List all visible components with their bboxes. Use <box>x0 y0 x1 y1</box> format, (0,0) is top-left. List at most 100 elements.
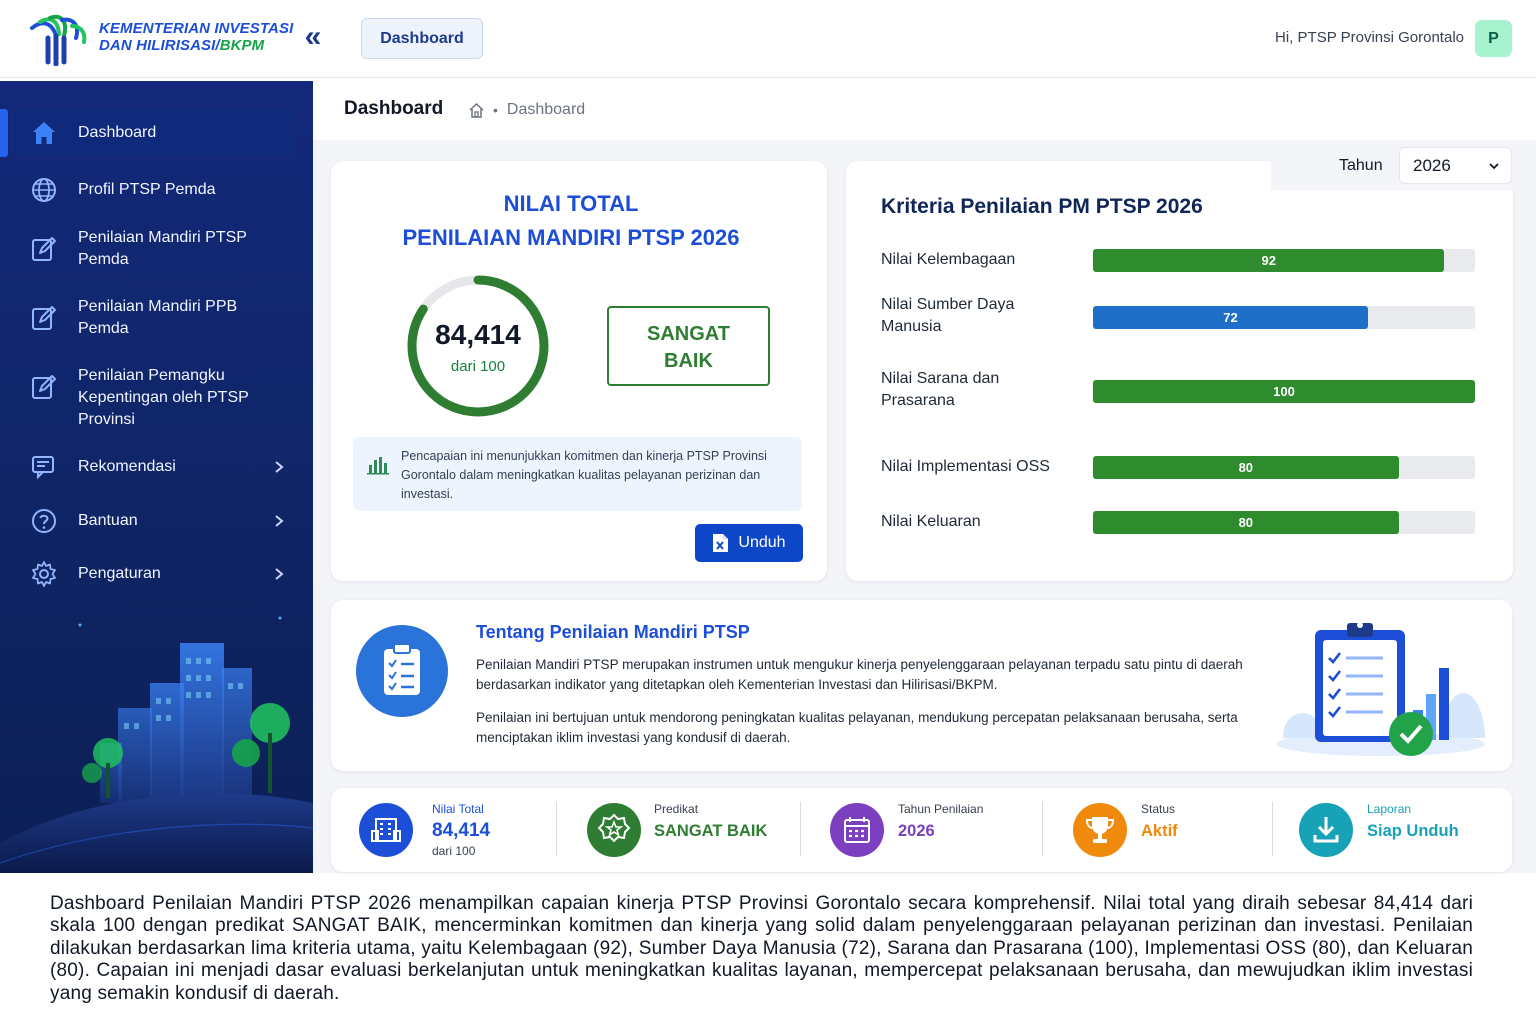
dashboard-summary-text: Dashboard Penilaian Mandiri PTSP 2026 me… <box>50 893 1473 1004</box>
ministry-name-line2-a: DAN HILIRISASI/ <box>99 37 220 54</box>
about-card: Tentang Penilaian Mandiri PTSP Penilaian… <box>331 600 1512 771</box>
criteria-label: Nilai Sarana dan Prasarana <box>881 370 1000 409</box>
stat-value: Aktif <box>1141 822 1178 840</box>
chevron-right-icon <box>275 568 284 580</box>
criteria-bar-value: 72 <box>1223 310 1238 325</box>
criteria-bar-value: 80 <box>1238 460 1254 475</box>
city-illustration <box>0 616 313 873</box>
bar-chart-icon <box>367 457 389 475</box>
sidebar-item-label: Penilaian Pemangku Kepentingan oleh PTSP… <box>78 367 249 428</box>
stat-predikat: Predikat SANGAT BAIK <box>587 788 797 872</box>
score-gauge-arc <box>407 275 549 417</box>
score-gauge <box>407 275 549 417</box>
year-select-value: 2026 <box>1413 156 1451 175</box>
criteria-label: Nilai Implementasi OSS <box>881 458 1050 475</box>
edit-icon <box>32 375 56 399</box>
criteria-label: Nilai Sumber Daya Manusia <box>881 296 1015 335</box>
stat-caption: Laporan <box>1367 802 1412 816</box>
chevron-right-icon <box>275 461 284 473</box>
sidebar-item-pemangku-kepentingan[interactable]: Penilaian Pemangku Kepentingan oleh PTSP… <box>12 363 294 433</box>
predikat-badge: SANGAT BAIK <box>607 306 770 386</box>
page-header: Dashboard • Dashboard <box>313 79 1536 140</box>
criteria-bar: 92 <box>1093 249 1445 272</box>
globe-icon <box>32 178 56 202</box>
sidebar-item-rekomendasi[interactable]: Rekomendasi <box>12 452 294 482</box>
user-greeting: Hi, PTSP Provinsi Gorontalo <box>1275 29 1464 46</box>
criteria-bar-track: 72 <box>1093 306 1475 329</box>
divider <box>800 802 801 856</box>
year-label: Tahun <box>1339 157 1383 174</box>
criteria-bar: 100 <box>1093 380 1475 403</box>
sidebar-item-profil[interactable]: Profil PTSP Pemda <box>12 175 294 205</box>
gear-icon <box>32 561 56 587</box>
criteria-label: Nilai Kelembagaan <box>881 251 1016 268</box>
help-icon <box>32 509 56 533</box>
main-content: Dashboard • Dashboard NILAI TOTAL PENILA… <box>313 79 1536 873</box>
badge-star-icon <box>587 803 641 857</box>
stat-value: Siap Unduh <box>1367 822 1459 840</box>
sidebar-item-label: Dashboard <box>78 124 157 141</box>
achievement-info-box: Pencapaian ini menunjukkan komitmen dan … <box>353 437 802 511</box>
year-select[interactable]: 2026 <box>1399 147 1512 184</box>
tab-dashboard[interactable]: Dashboard <box>361 18 483 59</box>
stat-laporan[interactable]: Laporan Siap Unduh <box>1299 788 1499 872</box>
edit-icon <box>32 237 56 261</box>
criteria-label: Nilai Keluaran <box>881 513 981 530</box>
score-card-title-line2: PENILAIAN MANDIRI PTSP 2026 <box>402 225 740 250</box>
home-icon <box>33 122 55 144</box>
score-card-title: NILAI TOTAL PENILAIAN MANDIRI PTSP 2026 <box>331 187 811 255</box>
home-icon[interactable] <box>468 102 485 119</box>
ministry-logo <box>30 14 87 66</box>
clipboard-icon-circle <box>356 625 448 717</box>
stat-value: 2026 <box>898 822 935 840</box>
criteria-bar: 80 <box>1093 511 1399 534</box>
score-scale: dari 100 <box>450 358 506 375</box>
breadcrumb: • Dashboard <box>468 101 585 119</box>
criteria-card: Kriteria Penilaian PM PTSP 2026 Nilai Ke… <box>846 161 1513 581</box>
page-title: Dashboard <box>344 98 444 119</box>
predikat-line1: SANGAT <box>647 323 730 345</box>
clipboard-icon <box>384 643 420 695</box>
stat-status: Status Aktif <box>1073 788 1273 872</box>
breadcrumb-separator: • <box>493 102 498 118</box>
score-card-title-line1: NILAI TOTAL <box>503 191 639 216</box>
sidebar-item-label: Penilaian Mandiri PPB Pemda <box>78 298 238 337</box>
sidebar-item-penilaian-ptsp[interactable]: Penilaian Mandiri PTSP Pemda <box>12 225 294 273</box>
criteria-bar-value: 100 <box>1273 384 1295 399</box>
sidebar-item-label: Penilaian Mandiri PTSP Pemda <box>78 229 247 268</box>
download-button-label: Unduh <box>738 534 786 551</box>
criteria-bar-track: 80 <box>1093 511 1475 534</box>
stat-nilai-total: Nilai Total 84,414 dari 100 <box>359 788 569 872</box>
avatar[interactable]: P <box>1475 20 1512 57</box>
achievement-info-text: Pencapaian ini menunjukkan komitmen dan … <box>401 449 767 501</box>
download-button[interactable]: Unduh <box>695 524 803 562</box>
stat-tahun-penilaian: Tahun Penilaian 2026 <box>830 788 1040 872</box>
sidebar-item-penilaian-ppb[interactable]: Penilaian Mandiri PPB Pemda <box>12 294 294 342</box>
stat-caption: Nilai Total <box>432 802 484 816</box>
about-title: Tentang Penilaian Mandiri PTSP <box>476 622 750 642</box>
sidebar-item-dashboard[interactable]: Dashboard <box>12 109 294 157</box>
stat-value: SANGAT BAIK <box>654 822 768 840</box>
calendar-icon <box>830 803 884 857</box>
about-paragraph-1: Penilaian Mandiri PTSP merupakan instrum… <box>476 657 1243 692</box>
checklist-illustration <box>1277 622 1485 756</box>
about-paragraph-2: Penilaian ini bertujuan untuk mendorong … <box>476 710 1238 745</box>
score-value: 84,414 <box>435 319 521 350</box>
excel-file-icon <box>713 534 729 552</box>
ministry-name: KEMENTERIAN INVESTASI DAN HILIRISASI/BKP… <box>99 20 293 54</box>
criteria-bar-track: 92 <box>1093 249 1475 272</box>
active-indicator <box>0 109 8 157</box>
ministry-name-line1: KEMENTERIAN INVESTASI <box>99 20 294 37</box>
stat-caption: Tahun Penilaian <box>898 802 984 816</box>
chat-icon <box>32 456 54 480</box>
sidebar-collapse-button[interactable]: « <box>304 20 322 53</box>
sidebar-item-bantuan[interactable]: Bantuan <box>12 506 294 536</box>
stat-caption: Predikat <box>654 802 699 816</box>
criteria-bar-value: 92 <box>1261 253 1276 268</box>
sidebar-item-pengaturan[interactable]: Pengaturan <box>12 559 294 589</box>
criteria-bar: 80 <box>1093 456 1399 479</box>
trophy-icon <box>1073 803 1127 857</box>
criteria-bar-track: 100 <box>1093 380 1475 403</box>
criteria-bar: 72 <box>1093 306 1369 329</box>
summary-stats-card: Nilai Total 84,414 dari 100 Predikat SAN… <box>331 788 1512 872</box>
